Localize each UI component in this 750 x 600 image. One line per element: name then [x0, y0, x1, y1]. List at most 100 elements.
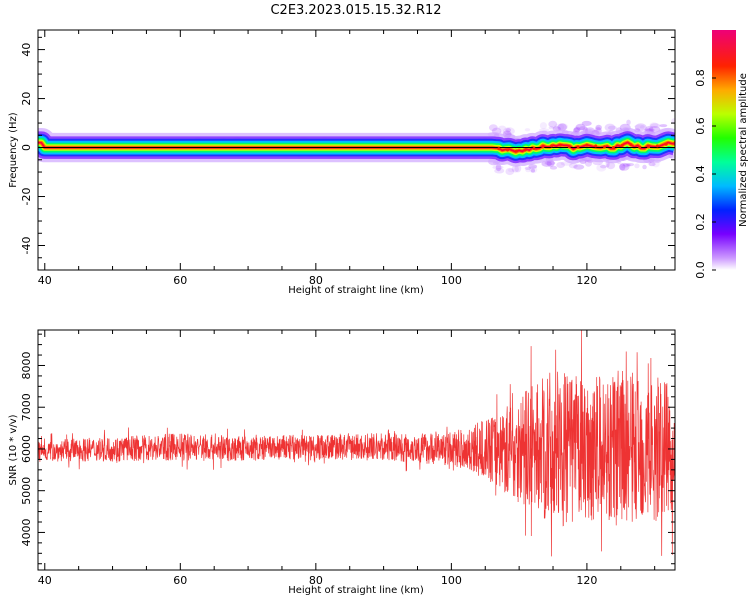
spectral-halo	[525, 168, 531, 173]
colorbar-label: Normalized spectral amplitude	[738, 73, 749, 227]
spectral-halo	[558, 123, 568, 131]
spectral-peak	[655, 144, 659, 148]
spectral-halo	[495, 163, 502, 172]
spectral-peak	[629, 143, 633, 147]
spectrogram-x-tick-label: 40	[38, 274, 52, 287]
spectrogram-y-tick-label: 40	[20, 43, 33, 57]
spectral-peak	[514, 149, 518, 153]
spectral-halo	[626, 162, 635, 167]
spectral-halo	[671, 117, 675, 124]
spectral-halo	[596, 164, 607, 172]
colorbar-tick-label: 0.6	[694, 117, 707, 135]
spectrogram-panel: 40 60 80 100 120 -40 -20 0 20 40 Height of straig…	[8, 29, 676, 296]
spectral-halo	[548, 126, 555, 130]
spectral-halo	[494, 168, 505, 174]
spectral-halo	[568, 163, 578, 169]
spectral-halo	[556, 161, 565, 169]
spectrogram-x-tick-label: 120	[576, 274, 597, 287]
spectral-halo	[491, 127, 502, 135]
spectral-halo	[528, 164, 538, 169]
snr-frame	[37, 329, 676, 571]
spectral-halo	[511, 165, 519, 173]
spectral-halo	[530, 168, 536, 173]
spectral-halo	[634, 163, 640, 169]
snr-y-tick-label: 4000	[20, 518, 33, 546]
snr-axes: 40 60 80 100 120 4000 5000 6000 7000 8000	[20, 330, 675, 587]
snr-xlabel: Height of straight line (km)	[288, 585, 424, 596]
spectral-halo	[544, 160, 556, 166]
snr-panel: 40 60 80 100 120 4000 5000 6000 7000 8000 Height …	[8, 329, 676, 596]
spectral-halo	[619, 162, 630, 171]
spectral-halo	[642, 164, 647, 170]
spectrogram-xlabel: Height of straight line (km)	[288, 285, 424, 296]
spectral-halo	[507, 168, 515, 173]
snr-x-tick-label: 120	[576, 574, 597, 587]
spectral-halo	[573, 126, 581, 133]
snr-x-tick-label: 80	[309, 574, 323, 587]
spectral-halo	[648, 125, 661, 133]
spectral-halo	[575, 123, 586, 131]
spectral-halo	[650, 123, 661, 128]
spectral-peak	[620, 143, 624, 147]
colorbar-tick-label: 0.2	[694, 213, 707, 231]
spectral-peak	[664, 142, 668, 146]
snr-series	[38, 330, 675, 557]
spectrogram-ylabel: Frequency (Hz)	[8, 112, 19, 188]
spectral-peak	[558, 143, 562, 147]
spectral-halo	[581, 120, 592, 126]
spectral-halo	[639, 125, 645, 130]
snr-x-tick-label: 100	[441, 574, 462, 587]
spectral-halo	[548, 120, 558, 128]
spectral-halo	[621, 165, 629, 169]
colorbar: 0.0 0.2 0.4 0.6 0.8 Normalized spectral ampl…	[694, 30, 749, 279]
spectral-peak	[523, 148, 527, 152]
snr-y-tick-label: 7000	[20, 393, 33, 421]
spectral-halo	[579, 126, 588, 131]
colorbar-tick-label: 0.0	[694, 261, 707, 279]
spectral-halo	[648, 162, 656, 167]
figure-title: C2E3.2023.015.15.32.R12	[270, 3, 441, 18]
spectral-halo	[553, 123, 565, 131]
spectral-peak	[585, 143, 589, 147]
spectral-halo	[606, 162, 616, 170]
spectral-halo	[595, 124, 602, 131]
spectral-halo	[498, 125, 507, 131]
spectral-halo	[652, 160, 660, 168]
spectral-peak	[576, 145, 580, 149]
spectrogram-y-tick-label: 0	[20, 144, 33, 151]
spectral-halo	[557, 123, 567, 132]
colorbar-tick-label: 0.4	[694, 165, 707, 183]
spectral-halo	[524, 166, 531, 170]
spectral-halo	[529, 166, 538, 174]
spectral-peak	[611, 145, 615, 149]
spectral-halo	[645, 126, 654, 133]
snr-x-tick-label: 60	[173, 574, 187, 587]
spectral-halo	[492, 165, 504, 170]
spectrogram-x-tick-label: 100	[441, 274, 462, 287]
spectral-peak	[532, 147, 536, 151]
spectral-halo	[607, 125, 617, 130]
spectral-halo	[573, 164, 585, 170]
snr-y-tick-label: 5000	[20, 477, 33, 505]
snr-x-tick-label: 40	[38, 574, 52, 587]
spectrogram-frame	[37, 29, 676, 271]
spectral-peak	[541, 145, 545, 149]
spectrogram-x-tick-label: 80	[309, 274, 323, 287]
spectral-halo	[599, 164, 607, 169]
spectrogram-heatmap	[38, 117, 675, 176]
spectral-halo	[541, 160, 552, 167]
spectral-halo	[549, 165, 558, 170]
spectral-halo	[633, 124, 646, 129]
snr-y-tick-label: 6000	[20, 435, 33, 463]
spectral-halo	[505, 167, 515, 176]
spectrogram-y-tick-label: -40	[20, 237, 33, 255]
spectral-peak	[594, 144, 598, 148]
spectral-peak	[647, 145, 651, 149]
spectral-peak	[638, 145, 642, 149]
spectral-peak	[497, 147, 501, 151]
spectral-halo	[505, 128, 511, 133]
spectral-halo	[573, 127, 581, 133]
spectral-halo	[622, 163, 631, 167]
spectral-peak	[603, 145, 607, 149]
